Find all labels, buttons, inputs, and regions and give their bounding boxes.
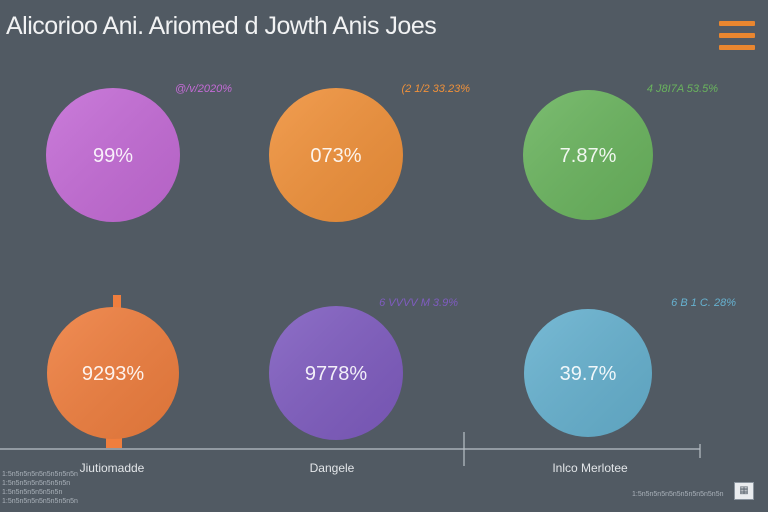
bubble-shading: [269, 306, 403, 440]
grid-icon[interactable]: ▦: [734, 482, 754, 500]
bubble-shading: [47, 307, 179, 439]
footnote-line: 1:5n5n5n5n5n5n5n5n5n: [2, 498, 78, 505]
bubble-shading: [524, 309, 652, 437]
bubble-value-label: 39.7%: [560, 363, 617, 385]
footnote-left: 1:5n5n5n5n5n5n5n5n5n 1:5n5n5n5n5n5n5n5n …: [2, 470, 78, 506]
bubble-value-label: 073%: [310, 145, 361, 167]
footnote-line: 1:5n5n5n5n5n5n5n5n: [2, 480, 71, 487]
bubble-stem-top: [113, 295, 121, 309]
x-tick-label: Dangele: [310, 461, 355, 475]
bubble-shading: [46, 88, 180, 222]
bubble-value-label: 7.87%: [560, 145, 617, 167]
bubble-tag-label: @/v/2020%: [175, 83, 232, 95]
bubble-value-label: 9293%: [82, 363, 144, 385]
bubble-tag-label: (2 1/2 33.23%: [402, 83, 471, 95]
bubble-shading: [269, 88, 403, 222]
x-tick-label: Inlco Merlotee: [552, 461, 628, 475]
bubble-value-label: 99%: [93, 145, 133, 167]
footnote-right: 1:5n5n5n5n5n5n5n5n5n5n5n: [632, 491, 724, 498]
bubble-shading: [523, 90, 653, 220]
bubble-tag-label: 6 VVVV M 3.9%: [379, 297, 458, 309]
footnote-line: 1:5n5n5n5n5n5n5n5n5n: [2, 471, 78, 478]
bubble-value-label: 9778%: [305, 363, 367, 385]
x-tick-label: Jiutiomadde: [80, 461, 145, 475]
hamburger-menu-icon[interactable]: [719, 21, 755, 53]
bubble-tag-label: 4 J8I7A 53.5%: [647, 83, 718, 95]
footnote-line: 1:5n5n5n5n5n5n5n: [2, 489, 63, 496]
chart-title: Alicorioo Ani. Ariomed d Jowth Anis Joes: [6, 12, 437, 40]
bubble-tag-label: 6 B 1 C. 28%: [671, 297, 736, 309]
